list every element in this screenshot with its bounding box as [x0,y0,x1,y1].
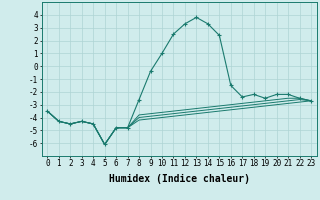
X-axis label: Humidex (Indice chaleur): Humidex (Indice chaleur) [109,174,250,184]
